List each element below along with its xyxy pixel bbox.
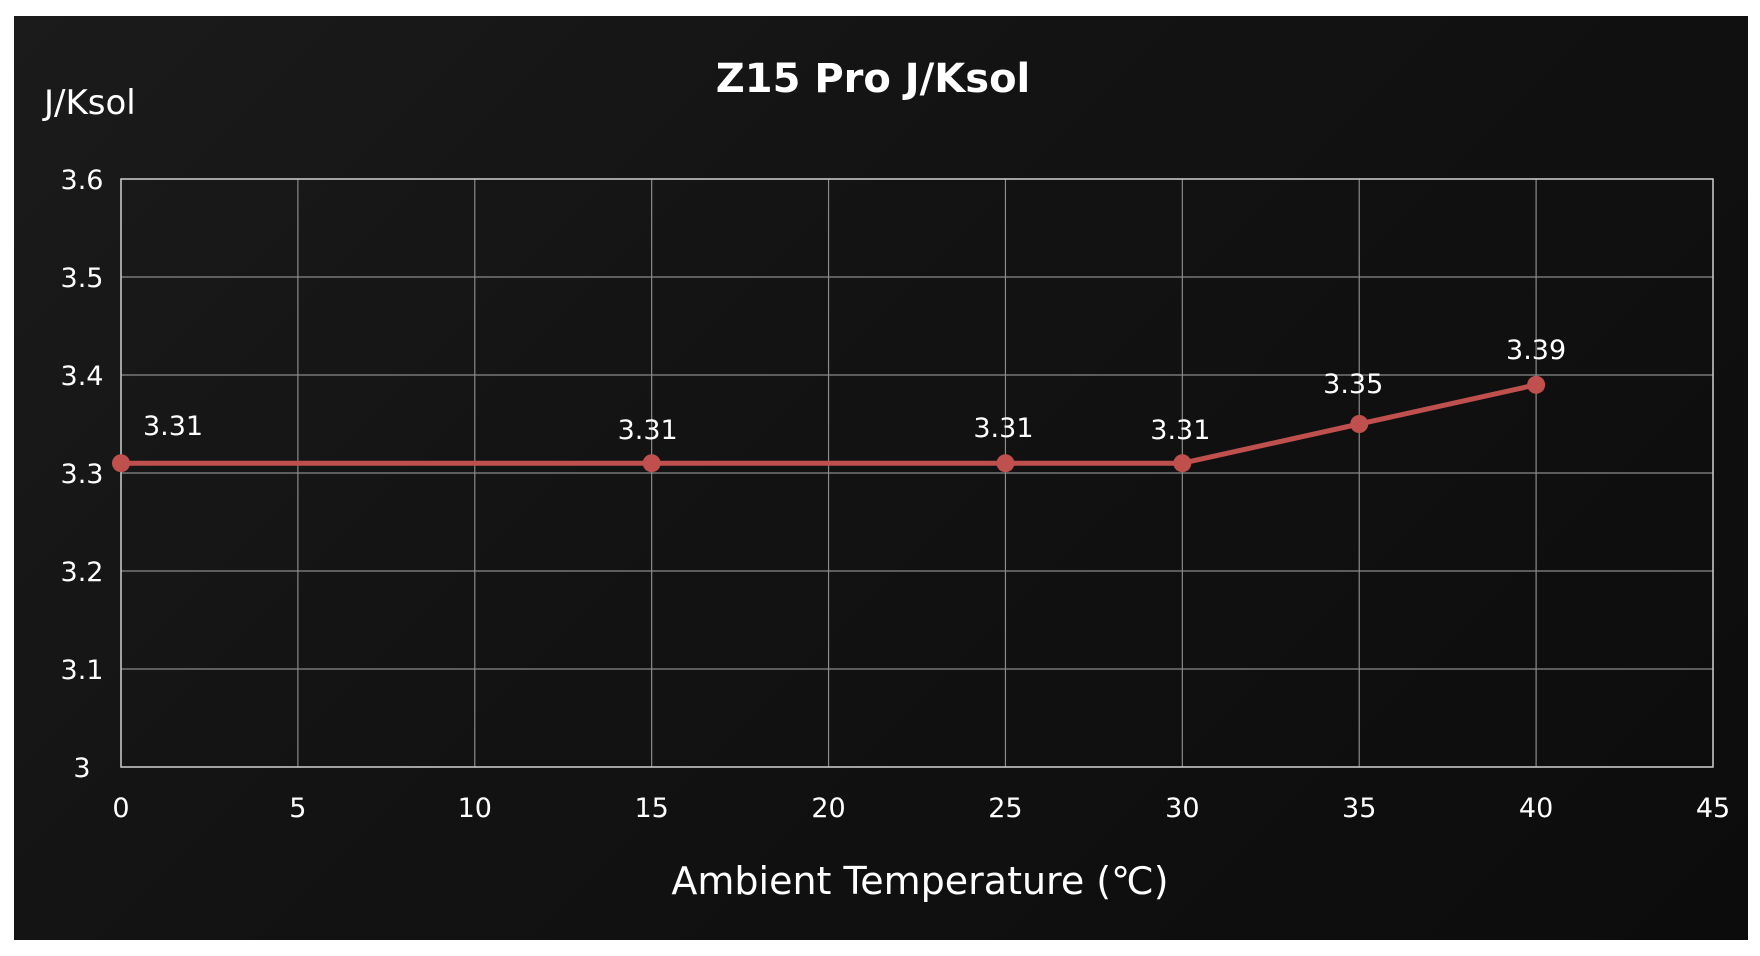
data-label: 3.31 — [973, 413, 1033, 444]
data-labels: 3.31 3.31 3.31 3.31 3.35 3.39 — [143, 335, 1566, 446]
x-tick-label: 20 — [811, 793, 845, 824]
x-axis-label: Ambient Temperature (℃) — [671, 859, 1168, 903]
data-label: 3.31 — [1150, 415, 1210, 446]
data-label: 3.39 — [1506, 335, 1566, 366]
data-point — [1527, 375, 1546, 394]
data-label: 3.31 — [618, 415, 678, 446]
x-tick-label: 45 — [1696, 793, 1730, 824]
chart-title: Z15 Pro J/Ksol — [716, 56, 1031, 102]
series-layer — [121, 382, 1537, 466]
x-tick-label: 30 — [1165, 793, 1199, 824]
y-tick-label: 3 — [73, 753, 90, 784]
y-tick-label: 3.5 — [61, 263, 104, 294]
data-point — [112, 454, 130, 473]
y-axis-ticks: 3 3.1 3.2 3.3 3.4 3.5 3.6 — [61, 165, 104, 784]
plot-area-border — [120, 178, 1714, 768]
grid — [120, 178, 1714, 768]
chart-panel — [14, 16, 1748, 940]
x-tick-label: 25 — [988, 793, 1022, 824]
y-tick-label: 3.4 — [61, 361, 104, 392]
y-tick-label: 3.3 — [61, 459, 104, 490]
y-tick-label: 3.6 — [61, 165, 104, 196]
x-tick-label: 10 — [458, 793, 492, 824]
x-axis-ticks: 0 5 10 15 20 25 30 35 40 45 — [112, 793, 1730, 824]
x-tick-label: 5 — [289, 793, 306, 824]
y-tick-label: 3.2 — [61, 557, 104, 588]
data-point — [642, 454, 661, 473]
points-layer — [112, 375, 1546, 473]
data-label: 3.31 — [143, 411, 203, 442]
y-axis-label: J/Ksol — [42, 83, 136, 123]
series-line — [121, 382, 1537, 466]
x-tick-label: 15 — [634, 793, 668, 824]
data-point — [996, 454, 1015, 473]
data-point — [1350, 415, 1369, 433]
x-tick-label: 40 — [1519, 793, 1553, 824]
x-tick-label: 35 — [1342, 793, 1376, 824]
data-label: 3.35 — [1323, 369, 1383, 400]
y-tick-label: 3.1 — [61, 655, 104, 686]
x-tick-label: 0 — [112, 793, 129, 824]
data-point — [1173, 454, 1192, 473]
